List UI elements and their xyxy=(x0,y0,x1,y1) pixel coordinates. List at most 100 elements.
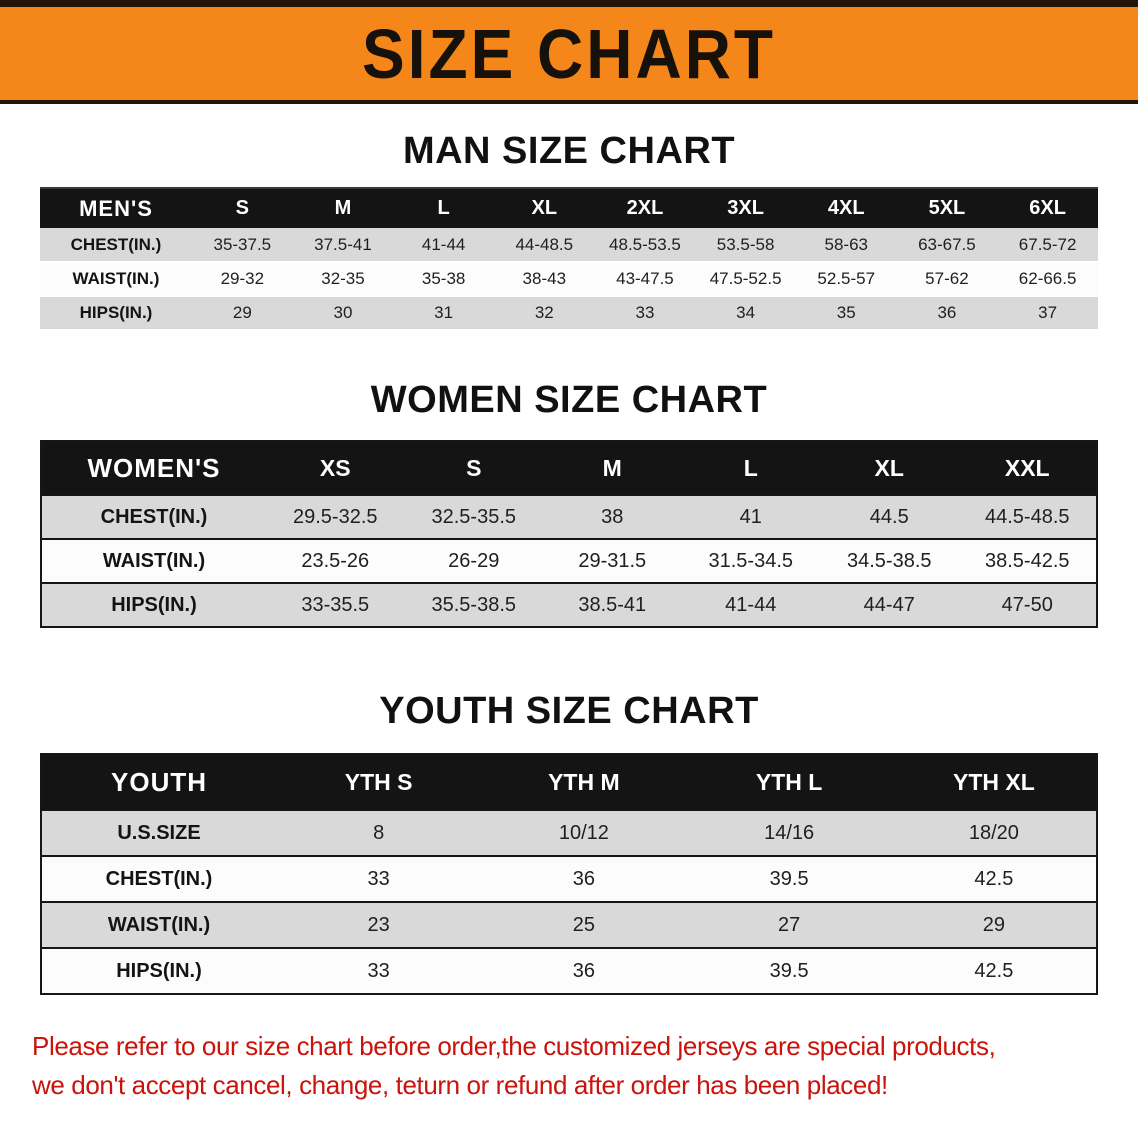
size-value-cell: 42.5 xyxy=(891,855,1097,902)
size-value-cell: 33 xyxy=(276,855,482,902)
size-value-cell: 35 xyxy=(795,296,897,331)
size-column-header: XXL xyxy=(958,441,1097,495)
size-column-header: L xyxy=(393,188,494,228)
size-column-header: S xyxy=(192,188,293,228)
measurement-row-label: WAIST(IN.) xyxy=(40,262,192,297)
size-column-header: 3XL xyxy=(695,188,796,228)
women-size-chart-section: WOMEN SIZE CHART WOMEN'S XS S M L XL XXL CHEST(… xyxy=(0,379,1138,628)
size-value-cell: 29.5-32.5 xyxy=(266,494,405,539)
size-value-cell: 10/12 xyxy=(481,809,687,856)
measurement-row-label: WAIST(IN.) xyxy=(41,538,266,583)
size-value-cell: 32-35 xyxy=(292,262,394,297)
size-value-cell: 29-32 xyxy=(192,262,293,297)
size-value-cell: 35-37.5 xyxy=(192,228,293,263)
size-value-cell: 32.5-35.5 xyxy=(404,494,543,539)
size-value-cell: 23 xyxy=(276,901,482,948)
size-value-cell: 36 xyxy=(896,296,998,331)
size-value-cell: 39.5 xyxy=(686,855,892,902)
size-value-cell: 58-63 xyxy=(795,228,897,263)
measurement-row: WAIST(IN.) 23 25 27 29 xyxy=(41,901,1097,948)
measurement-row: CHEST(IN.) 33 36 39.5 42.5 xyxy=(41,855,1097,902)
disclaimer-line-2: we don't accept cancel, change, teturn o… xyxy=(32,1070,888,1100)
size-value-cell: 27 xyxy=(686,901,892,948)
size-value-cell: 47-50 xyxy=(958,582,1097,627)
youth-size-chart-section: YOUTH SIZE CHART YOUTH YTH S YTH M YTH L YTH… xyxy=(0,690,1138,995)
size-value-cell: 41-44 xyxy=(681,582,820,627)
measurement-row-label: U.S.SIZE xyxy=(41,809,276,856)
disclaimer-line-1: Please refer to our size chart before or… xyxy=(32,1031,996,1061)
size-column-header: YTH L xyxy=(686,754,892,810)
size-value-cell: 14/16 xyxy=(686,809,892,856)
disclaimer: Please refer to our size chart before or… xyxy=(32,1027,1108,1105)
size-column-header: L xyxy=(681,441,820,495)
size-value-cell: 42.5 xyxy=(891,947,1097,994)
size-column-header: 4XL xyxy=(795,188,897,228)
measurement-row: CHEST(IN.) 35-37.5 37.5-41 41-44 44-48.5 48.5… xyxy=(40,228,1098,263)
women-size-table: WOMEN'S XS S M L XL XXL CHEST(IN.) 29.5-32.5 32.5… xyxy=(40,440,1098,628)
size-value-cell: 67.5-72 xyxy=(997,228,1098,263)
size-value-cell: 39.5 xyxy=(686,947,892,994)
size-column-header: S xyxy=(404,441,543,495)
men-size-table: MEN'S S M L XL 2XL 3XL 4XL 5XL 6XL CHEST(IN.) 35-37… xyxy=(40,187,1098,331)
measurement-row-label: HIPS(IN.) xyxy=(40,296,192,331)
size-value-cell: 48.5-53.5 xyxy=(594,228,696,263)
table-header-row: YOUTH YTH S YTH M YTH L YTH XL xyxy=(41,754,1097,810)
measurement-row: CHEST(IN.) 29.5-32.5 32.5-35.5 38 41 44.5 44.5… xyxy=(41,494,1097,539)
size-value-cell: 38 xyxy=(543,494,682,539)
size-column-header: YTH XL xyxy=(891,754,1097,810)
size-value-cell: 53.5-58 xyxy=(695,228,796,263)
size-value-cell: 29-31.5 xyxy=(543,538,682,583)
table-header-row: MEN'S S M L XL 2XL 3XL 4XL 5XL 6XL xyxy=(40,188,1098,228)
size-value-cell: 62-66.5 xyxy=(997,262,1098,297)
table-header-row: WOMEN'S XS S M L XL XXL xyxy=(41,441,1097,495)
size-chart-banner: SIZE CHART xyxy=(0,0,1138,104)
size-value-cell: 38-43 xyxy=(493,262,595,297)
size-value-cell: 29 xyxy=(891,901,1097,948)
measurement-row: HIPS(IN.) 29 30 31 32 33 34 35 36 37 xyxy=(40,296,1098,331)
size-value-cell: 29 xyxy=(192,296,293,331)
size-value-cell: 52.5-57 xyxy=(795,262,897,297)
size-column-header: 5XL xyxy=(896,188,998,228)
size-column-header: YTH S xyxy=(276,754,482,810)
size-column-header: 6XL xyxy=(997,188,1098,228)
size-value-cell: 8 xyxy=(276,809,482,856)
youth-size-chart-heading: YOUTH SIZE CHART xyxy=(379,690,759,732)
measurement-row: WAIST(IN.) 29-32 32-35 35-38 38-43 43-47.5 47.… xyxy=(40,262,1098,297)
size-value-cell: 38.5-41 xyxy=(543,582,682,627)
size-value-cell: 30 xyxy=(292,296,394,331)
size-column-header: XL xyxy=(493,188,595,228)
size-value-cell: 26-29 xyxy=(404,538,543,583)
size-value-cell: 44.5 xyxy=(820,494,959,539)
size-value-cell: 35-38 xyxy=(393,262,494,297)
size-column-header: 2XL xyxy=(594,188,696,228)
size-column-header: YTH M xyxy=(481,754,687,810)
size-value-cell: 25 xyxy=(481,901,687,948)
size-value-cell: 33 xyxy=(276,947,482,994)
man-size-chart-section: MAN SIZE CHART MEN'S S M L XL 2XL 3XL 4XL 5XL 6XL… xyxy=(0,130,1138,331)
size-value-cell: 33 xyxy=(594,296,696,331)
size-value-cell: 35.5-38.5 xyxy=(404,582,543,627)
size-value-cell: 34 xyxy=(695,296,796,331)
size-value-cell: 41 xyxy=(681,494,820,539)
size-value-cell: 18/20 xyxy=(891,809,1097,856)
size-value-cell: 23.5-26 xyxy=(266,538,405,583)
size-value-cell: 32 xyxy=(493,296,595,331)
size-chart-title: SIZE CHART xyxy=(362,14,776,93)
size-value-cell: 63-67.5 xyxy=(896,228,998,263)
size-value-cell: 44.5-48.5 xyxy=(958,494,1097,539)
measurement-row-label: CHEST(IN.) xyxy=(41,855,276,902)
size-value-cell: 33-35.5 xyxy=(266,582,405,627)
size-value-cell: 36 xyxy=(481,947,687,994)
size-column-header: XL xyxy=(820,441,959,495)
size-value-cell: 41-44 xyxy=(393,228,494,263)
measurement-row: HIPS(IN.) 33 36 39.5 42.5 xyxy=(41,947,1097,994)
measurement-row: U.S.SIZE 8 10/12 14/16 18/20 xyxy=(41,809,1097,856)
size-column-header: M xyxy=(543,441,682,495)
measurement-row: HIPS(IN.) 33-35.5 35.5-38.5 38.5-41 41-44 44-… xyxy=(41,582,1097,627)
size-value-cell: 31 xyxy=(393,296,494,331)
size-value-cell: 43-47.5 xyxy=(594,262,696,297)
table-title-cell: MEN'S xyxy=(40,188,192,228)
size-column-header: M xyxy=(292,188,394,228)
size-value-cell: 44-47 xyxy=(820,582,959,627)
